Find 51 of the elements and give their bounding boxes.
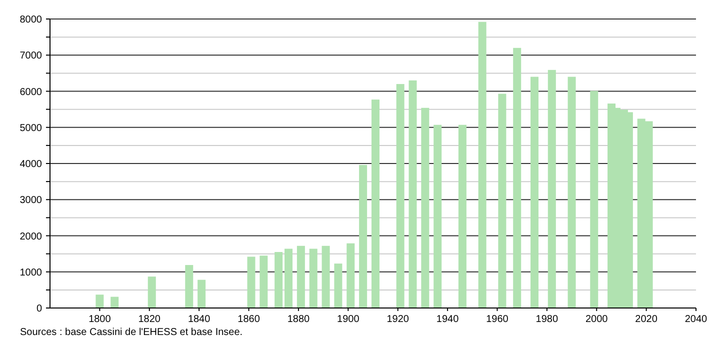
bar: [322, 246, 330, 308]
bar: [396, 84, 404, 308]
bar: [458, 124, 466, 308]
x-tick-label: 1980: [536, 314, 558, 325]
bar: [346, 243, 355, 308]
source-note: Sources : base Cassini de l'EHESS et base Insee.: [20, 327, 243, 338]
y-tick-label: 4000: [20, 159, 42, 170]
bar: [359, 164, 368, 308]
bar: [371, 100, 380, 308]
x-tick-label: 2040: [684, 314, 708, 325]
bar: [530, 76, 538, 308]
bar: [548, 70, 556, 308]
y-tick-label: 8000: [20, 14, 42, 26]
x-tick-label: 1900: [337, 314, 360, 325]
bar: [148, 276, 156, 308]
y-tick-label: 2000: [20, 231, 42, 242]
x-tick-label: 1940: [436, 314, 460, 325]
y-tick-label: 7000: [20, 50, 42, 62]
bar: [408, 80, 417, 308]
x-tick-label: 1960: [486, 314, 509, 325]
bar: [284, 248, 293, 308]
x-tick-label: 2000: [585, 314, 608, 325]
x-tick-label: 1820: [138, 314, 161, 325]
bar: [198, 280, 206, 308]
bar: [434, 124, 442, 308]
y-tick-label: 6000: [20, 86, 42, 98]
bar: [498, 94, 506, 308]
x-tick-label: 2020: [635, 314, 658, 325]
y-tick-label: 3000: [20, 195, 42, 206]
bar: [568, 76, 576, 308]
y-tick-label: 0: [36, 304, 42, 314]
bar: [260, 256, 268, 308]
x-tick-label: 1800: [88, 314, 112, 325]
bar: [334, 264, 342, 308]
x-tick-label: 1860: [238, 314, 260, 325]
y-tick-label: 1000: [20, 267, 42, 278]
bar: [96, 294, 104, 308]
bar: [247, 256, 256, 308]
bar: [110, 296, 119, 308]
x-tick-label: 1880: [287, 314, 310, 325]
bar: [478, 22, 486, 308]
bar: [309, 248, 318, 308]
y-tick-label: 5000: [20, 122, 42, 134]
bar: [513, 48, 522, 308]
bar: [274, 252, 283, 308]
x-tick-label: 1840: [188, 314, 211, 325]
bar: [296, 246, 305, 308]
bar: [421, 108, 430, 308]
bar: [590, 90, 598, 308]
x-tick-label: 1920: [386, 314, 410, 325]
bar: [185, 265, 194, 308]
